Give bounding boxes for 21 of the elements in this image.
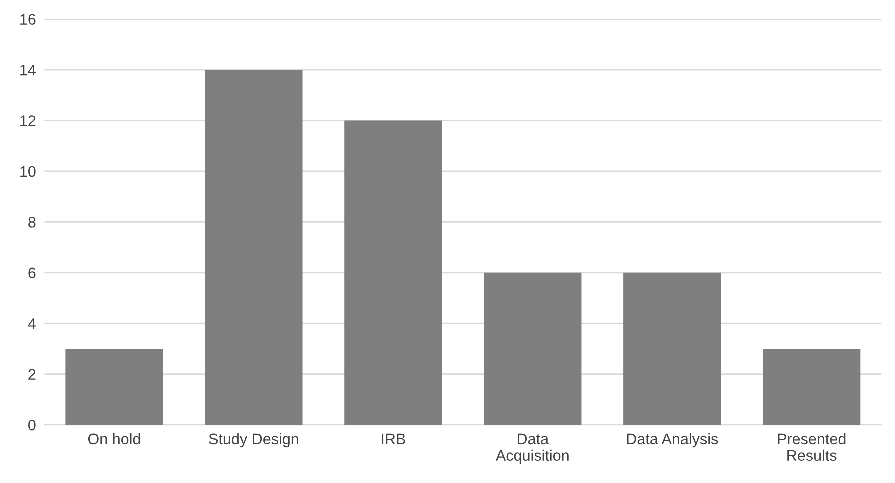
y-tick-label: 8 [28,217,36,228]
y-tick-label: 14 [20,65,36,76]
x-tick-label: Data Analysis [627,433,718,448]
y-tick-label: 12 [20,116,36,126]
x-tick-label: Presented Results [778,433,846,462]
y-tick-label: 4 [28,318,36,330]
bar [66,348,164,426]
bar [763,348,861,426]
bar [484,272,582,426]
y-tick-label: 10 [20,166,36,178]
x-tick-label: Data Acquisition [496,434,569,464]
y-tick-label: 6 [28,268,36,279]
x-tick-label: On hold [88,433,140,445]
x-tick-label: IRB [382,434,406,444]
x-tick-label: Study Design [209,433,298,448]
y-tick-label: 2 [28,369,36,380]
bar [624,272,722,426]
y-tick-label: 16 [20,14,36,26]
bar [205,70,303,426]
bar [344,120,442,426]
y-tick-label: 0 [28,420,36,431]
